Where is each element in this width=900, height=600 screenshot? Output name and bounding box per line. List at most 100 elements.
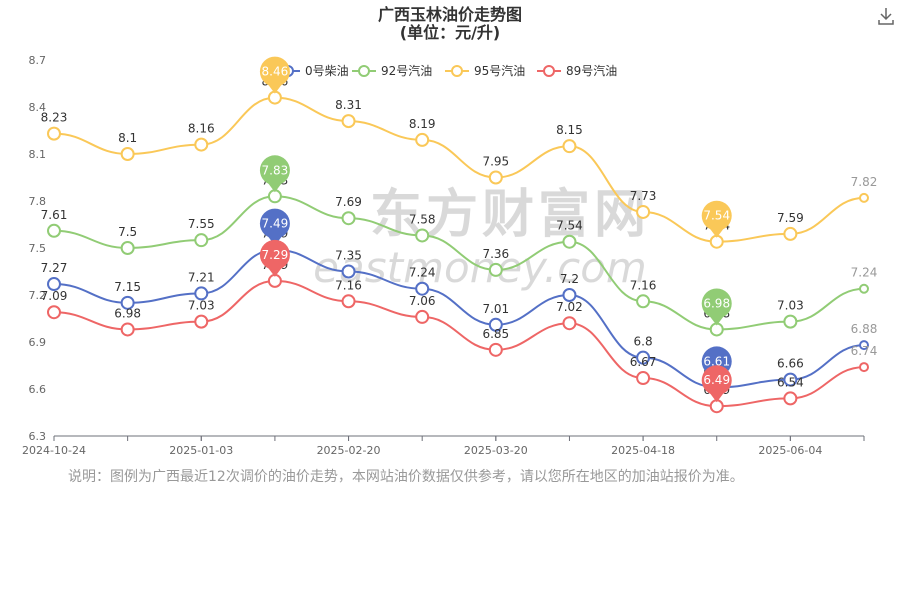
legend-swatch-dot [543, 65, 555, 77]
x-tick-label: 2025-04-18 [611, 444, 675, 457]
data-point[interactable] [415, 281, 430, 296]
y-tick-label: 7.2 [29, 289, 47, 302]
series-points[interactable] [47, 90, 869, 414]
data-label: 8.16 [188, 122, 215, 136]
data-point[interactable] [120, 241, 135, 255]
data-point[interactable] [47, 277, 61, 292]
data-point[interactable] [194, 314, 209, 329]
data-point[interactable] [859, 340, 869, 351]
data-point[interactable] [47, 223, 61, 238]
marker-value: 6.61 [703, 354, 730, 368]
data-label: 7.24 [851, 266, 878, 280]
legend-swatch-dot [358, 65, 370, 77]
data-label: 7.5 [118, 225, 137, 239]
data-point[interactable] [562, 288, 577, 302]
data-point[interactable] [783, 391, 798, 406]
data-point[interactable] [636, 204, 651, 219]
data-point[interactable] [783, 372, 798, 387]
legend-item-3[interactable]: 89号汽油 [537, 63, 617, 78]
max-marker: 7.49 [259, 208, 290, 246]
data-label: 7.55 [188, 217, 215, 231]
data-label: 8.31 [335, 98, 362, 112]
legend-label: 89号汽油 [566, 63, 617, 78]
data-point[interactable] [488, 342, 503, 357]
legend-item-1[interactable]: 92号汽油 [352, 63, 432, 78]
data-point[interactable] [636, 294, 651, 309]
min-marker: 6.98 [701, 288, 732, 326]
data-point[interactable] [120, 322, 135, 337]
data-point[interactable] [341, 294, 356, 309]
data-point[interactable] [341, 114, 356, 129]
data-point[interactable] [120, 147, 135, 161]
y-tick-label: 6.6 [29, 383, 47, 396]
data-label: 8.19 [409, 117, 436, 131]
data-point[interactable] [47, 126, 61, 141]
legend[interactable]: 0号柴油 92号汽油 95号汽油 89号汽油 [276, 63, 617, 78]
data-label: 6.98 [114, 306, 141, 320]
legend-swatch-dot [451, 65, 463, 77]
data-label: 6.88 [851, 322, 878, 336]
data-point[interactable] [47, 305, 61, 320]
data-point[interactable] [120, 295, 135, 310]
data-label: 7.61 [41, 208, 68, 222]
data-point[interactable] [488, 262, 503, 277]
legend-item-2[interactable]: 95号汽油 [445, 63, 525, 78]
data-label: 6.85 [482, 327, 509, 341]
data-label: 8.15 [556, 123, 583, 137]
data-point[interactable] [488, 170, 503, 185]
data-point[interactable] [194, 233, 209, 248]
data-point[interactable] [562, 234, 577, 249]
max-min-markers: 7.49 6.61 7.83 6.98 8.46 7.54 7.29 6.49 [259, 56, 732, 403]
data-label: 6.8 [634, 335, 653, 349]
data-point[interactable] [859, 192, 869, 203]
data-point[interactable] [194, 137, 209, 152]
series-line-3 [53, 279, 865, 408]
data-point[interactable] [636, 371, 651, 386]
marker-value: 8.46 [262, 65, 289, 79]
data-label: 7.35 [335, 249, 362, 263]
data-point[interactable] [859, 283, 869, 294]
axes: 6.3 6.6 6.9 7.2 7.5 7.8 8.1 8.4 8.7 2024-10-24 202… [22, 54, 865, 457]
data-label: 6.66 [777, 357, 804, 371]
chart-subtitle: (单位：元/升) [400, 23, 500, 42]
max-marker: 8.46 [259, 56, 290, 94]
data-point[interactable] [194, 286, 209, 301]
data-label: 7.73 [630, 189, 657, 203]
data-label: 7.06 [409, 294, 436, 308]
max-marker: 7.83 [259, 155, 290, 193]
x-tick-label: 2025-02-20 [317, 444, 381, 457]
data-point[interactable] [415, 228, 430, 243]
data-label: 7.95 [482, 155, 509, 169]
data-point[interactable] [562, 316, 577, 331]
data-label: 8.1 [118, 131, 137, 145]
marker-head [701, 200, 732, 231]
marker-value: 7.29 [262, 248, 289, 262]
marker-value: 7.83 [262, 163, 289, 177]
data-label: 7.59 [777, 211, 804, 225]
data-point[interactable] [341, 264, 356, 279]
data-label: 7.02 [556, 300, 583, 314]
data-point[interactable] [783, 314, 798, 329]
download-icon[interactable] [876, 6, 896, 26]
data-point[interactable] [341, 211, 356, 226]
marker-value: 6.49 [703, 373, 730, 387]
data-point[interactable] [488, 317, 503, 332]
data-label: 6.67 [630, 355, 657, 369]
min-marker: 6.49 [701, 365, 732, 403]
data-point[interactable] [415, 309, 430, 324]
data-point[interactable] [783, 226, 798, 241]
data-point[interactable] [636, 350, 651, 365]
y-tick-label: 7.5 [29, 242, 47, 255]
legend-label: 0号柴油 [305, 64, 349, 78]
data-point[interactable] [562, 139, 577, 154]
data-point[interactable] [859, 362, 869, 373]
data-point[interactable] [415, 132, 430, 147]
data-label: 7.09 [41, 289, 68, 303]
x-tick-label: 2025-06-04 [758, 444, 822, 457]
x-tick-label: 2025-03-20 [464, 444, 528, 457]
data-label: 8.23 [41, 111, 68, 125]
data-label: 7.69 [335, 195, 362, 209]
data-label: 7.24 [409, 266, 436, 280]
data-label: 7.54 [556, 219, 583, 233]
